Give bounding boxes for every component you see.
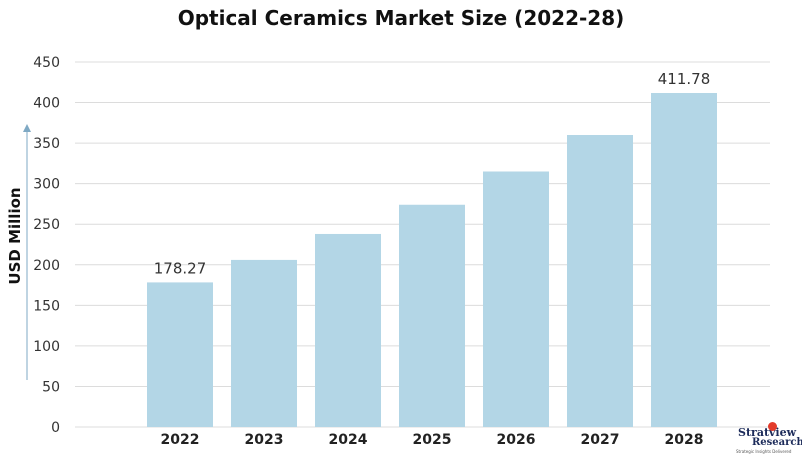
bar	[315, 233, 381, 427]
chart-title: Optical Ceramics Market Size (2022-28)	[177, 6, 625, 30]
y-tick-label: 0	[51, 420, 60, 436]
y-tick-label: 100	[33, 339, 60, 355]
logo-name: Stratview	[738, 426, 797, 439]
bar	[231, 259, 297, 427]
logo-target-icon	[768, 422, 777, 431]
bar	[651, 93, 717, 427]
logo-tagline: Strategic Insights Delivered	[736, 449, 792, 454]
y-tick-label: 50	[42, 379, 60, 395]
x-tick-label: 2024	[329, 432, 368, 448]
x-tick-label: 2025	[413, 432, 452, 448]
x-tick-label: 2027	[581, 432, 620, 448]
y-tick-label: 400	[33, 96, 60, 112]
y-axis-label: USD Million	[6, 187, 24, 284]
y-tick-label: 450	[33, 55, 60, 71]
bar	[483, 171, 549, 427]
y-tick-label: 250	[33, 217, 60, 233]
bar	[399, 204, 465, 427]
y-tick-label: 200	[33, 258, 60, 274]
brand-logo: Stratview Research Strategic Insights De…	[730, 422, 802, 458]
data-label: 178.27	[154, 259, 207, 277]
x-tick-label: 2022	[161, 432, 200, 448]
x-tick-label: 2028	[665, 432, 704, 448]
bar	[147, 282, 213, 427]
y-tick-label: 150	[33, 298, 60, 314]
y-tick-label: 300	[33, 177, 60, 193]
logo-sub: Research	[752, 437, 802, 448]
x-tick-label: 2026	[497, 432, 536, 448]
y-tick-label: 350	[33, 136, 60, 152]
y-axis-arrow-icon	[23, 124, 31, 132]
x-tick-label: 2023	[245, 432, 284, 448]
data-label: 411.78	[658, 70, 711, 88]
bar	[567, 135, 633, 427]
